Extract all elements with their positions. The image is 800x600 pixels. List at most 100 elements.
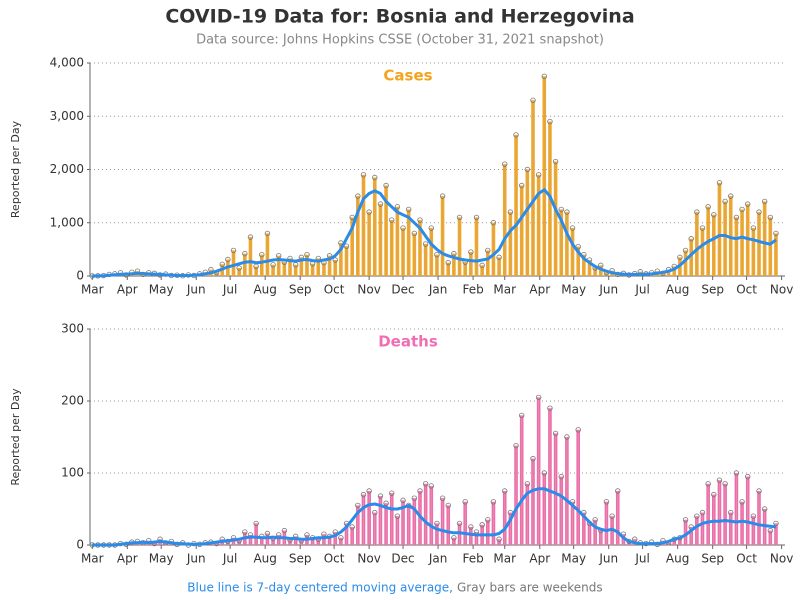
dot (259, 251, 265, 258)
x-tick-label: Nov (357, 552, 380, 566)
dot (699, 509, 706, 516)
dot (547, 405, 553, 411)
dot (733, 214, 740, 221)
dot (750, 225, 757, 231)
dot (366, 488, 372, 494)
moving-average-line (92, 487, 777, 547)
y-tick-label: 4,000 (50, 56, 84, 70)
footer-line-note: Blue line is 7-day centered moving avera… (187, 581, 453, 595)
dot (569, 225, 576, 231)
dot (225, 256, 231, 263)
dot (722, 198, 728, 205)
dot (773, 230, 779, 237)
dot (502, 161, 508, 167)
dot (507, 209, 514, 215)
dot (366, 209, 372, 215)
dot (728, 193, 734, 199)
dot (372, 174, 378, 181)
dot (473, 214, 480, 221)
dot (535, 172, 542, 178)
dot (688, 236, 694, 242)
dot (485, 247, 491, 254)
x-tick-label: Aug (253, 552, 276, 566)
x-tick-label: Jan (428, 283, 448, 297)
dot (603, 499, 610, 505)
x-tick-label: May (149, 552, 174, 566)
dot (439, 495, 446, 501)
x-tick-label: Jul (634, 283, 649, 297)
dot (349, 524, 355, 530)
y-axis-label: Reported per Day (9, 388, 22, 486)
x-tick-label: Oct (736, 552, 757, 566)
dot (490, 220, 497, 226)
dot (479, 522, 485, 528)
dot (405, 206, 412, 213)
dot (439, 193, 446, 199)
dot (377, 493, 384, 499)
dot (728, 509, 734, 516)
footer-bar-note: Gray bars are weekends (457, 581, 603, 595)
dot (739, 206, 745, 213)
dot (558, 473, 564, 480)
dot (394, 204, 401, 210)
y-tick-label: 3,000 (50, 109, 84, 123)
x-tick-label: May (561, 283, 586, 297)
x-tick-label: Sep (289, 283, 312, 297)
dot (360, 491, 367, 498)
dot (389, 217, 395, 223)
dot (422, 241, 429, 247)
x-tick-label: Jun (598, 283, 618, 297)
x-tick-label: Aug (666, 552, 689, 566)
dot (462, 499, 468, 505)
x-tick-label: Jun (186, 283, 206, 297)
x-tick-label: Jul (634, 552, 649, 566)
dot (761, 506, 768, 512)
dot (767, 214, 774, 221)
x-tick-label: Apr (529, 552, 550, 566)
dot (558, 206, 564, 213)
x-tick-label: Jun (186, 552, 206, 566)
dot (496, 254, 502, 261)
dot (541, 73, 547, 80)
dot (694, 513, 700, 519)
dot (541, 470, 547, 476)
y-tick-label: 300 (61, 322, 84, 336)
page-title: COVID-19 Data for: Bosnia and Herzegovin… (165, 6, 634, 28)
dot (485, 517, 491, 523)
dot (428, 483, 434, 489)
dot (513, 132, 519, 138)
x-tick-label: Mar (81, 283, 104, 297)
dot (682, 517, 689, 523)
dot (304, 532, 310, 538)
dot (705, 481, 711, 487)
dot (699, 225, 706, 231)
dot (456, 520, 463, 527)
x-tick-label: Apr (529, 283, 550, 297)
x-tick-label: Jun (598, 552, 618, 566)
y-axis-label: Reported per Day (9, 120, 22, 218)
dot (389, 490, 395, 496)
dot (468, 249, 474, 255)
dot (745, 201, 751, 207)
x-tick-label: Sep (701, 552, 724, 566)
dot (564, 209, 570, 215)
x-tick-label: Apr (117, 283, 138, 297)
y-tick-label: 0 (76, 538, 84, 552)
x-tick-label: Jul (222, 552, 237, 566)
dot (434, 251, 440, 258)
dot (609, 513, 615, 519)
dot (236, 265, 242, 271)
dot (383, 182, 389, 189)
dot (394, 513, 401, 519)
dot (530, 97, 536, 103)
dot (400, 497, 406, 504)
dot (400, 225, 406, 231)
dot (242, 250, 248, 257)
x-tick-label: Oct (736, 283, 757, 297)
dot (761, 198, 768, 205)
dot (445, 259, 451, 266)
dot (547, 118, 553, 125)
dot (451, 535, 457, 541)
dot (264, 530, 271, 537)
x-tick-label: Oct (324, 552, 345, 566)
